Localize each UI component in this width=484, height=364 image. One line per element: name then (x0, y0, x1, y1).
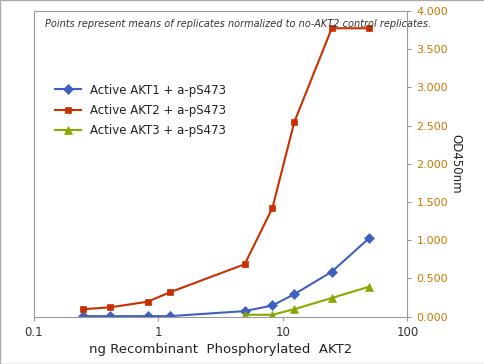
Active AKT1 + a-pS473 (166, 314, 172, 318)
Line: Active AKT1 + a-pS473: Active AKT1 + a-pS473 (79, 234, 372, 320)
Active AKT1 + a-pS473 (291, 292, 297, 296)
Active AKT1 + a-pS473 (107, 314, 113, 318)
Active AKT1 + a-pS473 (241, 309, 247, 313)
Active AKT3 + a-pS473 (328, 296, 334, 300)
Active AKT2 + a-pS473 (145, 300, 151, 304)
Active AKT1 + a-pS473 (145, 314, 151, 318)
Active AKT1 + a-pS473 (328, 270, 334, 274)
Active AKT3 + a-pS473 (365, 285, 371, 289)
Line: Active AKT2 + a-pS473: Active AKT2 + a-pS473 (79, 25, 372, 313)
X-axis label: ng Recombinant  Phosphorylated  AKT2: ng Recombinant Phosphorylated AKT2 (89, 343, 351, 356)
Active AKT2 + a-pS473 (328, 26, 334, 31)
Active AKT2 + a-pS473 (365, 26, 371, 31)
Active AKT2 + a-pS473 (291, 120, 297, 124)
Active AKT3 + a-pS473 (269, 313, 275, 317)
Active AKT2 + a-pS473 (269, 206, 275, 210)
Y-axis label: OD450nm: OD450nm (448, 134, 461, 194)
Active AKT3 + a-pS473 (291, 307, 297, 311)
Text: Points represent means of replicates normalized to no-AKT2 control replicates.: Points represent means of replicates nor… (45, 19, 430, 28)
Active AKT1 + a-pS473 (269, 303, 275, 308)
Legend: Active AKT1 + a-pS473, Active AKT2 + a-pS473, Active AKT3 + a-pS473: Active AKT1 + a-pS473, Active AKT2 + a-p… (55, 84, 226, 137)
Active AKT3 + a-pS473 (241, 313, 247, 317)
Active AKT2 + a-pS473 (79, 307, 85, 311)
Active AKT1 + a-pS473 (79, 314, 85, 318)
Active AKT1 + a-pS473 (365, 236, 371, 240)
Line: Active AKT3 + a-pS473: Active AKT3 + a-pS473 (240, 282, 373, 319)
Active AKT2 + a-pS473 (107, 305, 113, 309)
Active AKT2 + a-pS473 (166, 290, 172, 294)
Active AKT2 + a-pS473 (241, 262, 247, 266)
